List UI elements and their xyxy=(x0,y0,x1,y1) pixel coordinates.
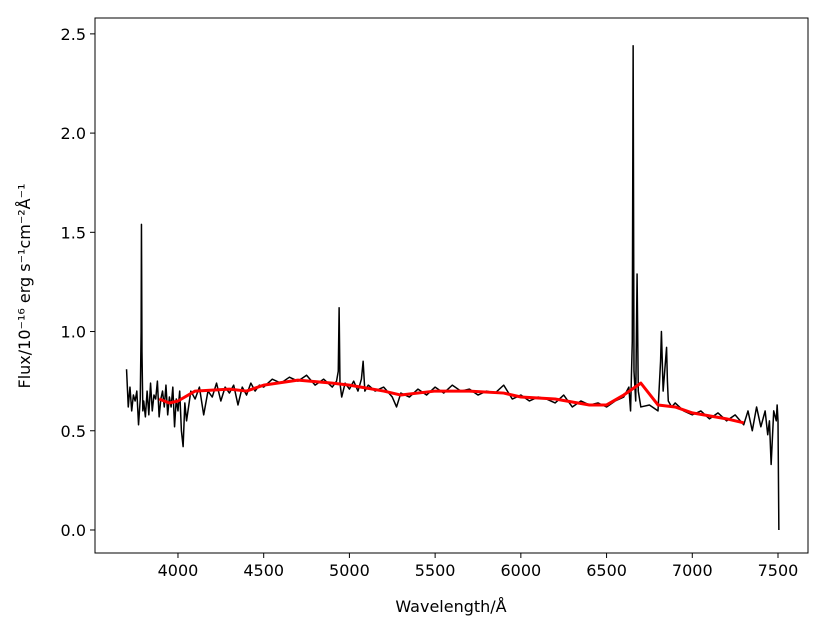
y-tick-label: 2.0 xyxy=(61,124,86,143)
x-tick-label: 7500 xyxy=(758,561,799,580)
y-tick-label: 0.0 xyxy=(61,521,86,540)
spectrum-line xyxy=(125,45,780,530)
y-tick-label: 0.5 xyxy=(61,422,86,441)
x-tick-label: 4000 xyxy=(158,561,199,580)
x-tick-label: 6500 xyxy=(586,561,627,580)
x-tick-label: 5500 xyxy=(415,561,456,580)
y-tick-label: 1.5 xyxy=(61,223,86,242)
y-tick-label: 1.0 xyxy=(61,323,86,342)
y-axis-label: Flux/10⁻¹⁶ erg s⁻¹cm⁻²Å⁻¹ xyxy=(15,184,34,389)
x-tick-label: 6000 xyxy=(500,561,541,580)
x-axis-label: Wavelength/Å xyxy=(395,597,506,616)
y-tick-label: 2.5 xyxy=(61,25,86,44)
x-tick-label: 5000 xyxy=(329,561,370,580)
spectrum-line xyxy=(158,378,745,425)
x-tick-label: 7000 xyxy=(672,561,713,580)
plot-frame xyxy=(94,17,809,554)
x-tick-label: 4500 xyxy=(243,561,284,580)
